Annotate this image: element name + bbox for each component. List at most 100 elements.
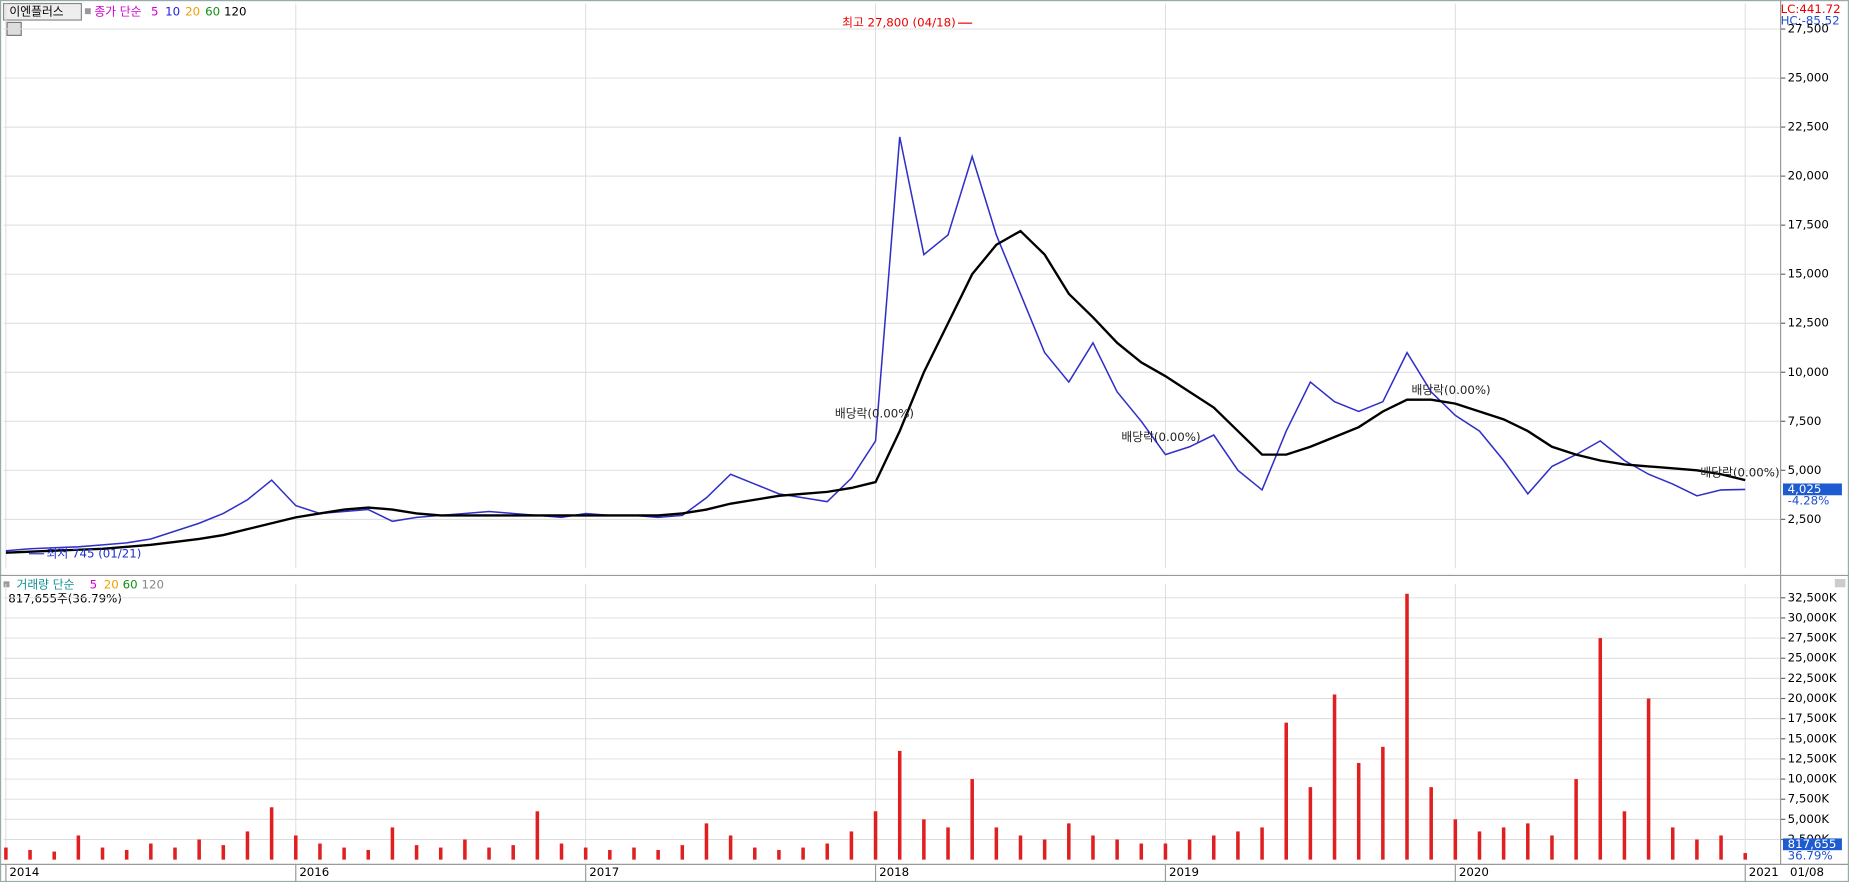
volume-bar xyxy=(1091,835,1095,860)
volume-bar xyxy=(1598,638,1603,860)
y-tick-label: 22,500K xyxy=(1788,671,1837,685)
volume-bar xyxy=(1236,831,1240,860)
volume-bar xyxy=(849,831,854,860)
ma-legend: 60 xyxy=(123,577,138,591)
volume-bar xyxy=(753,847,757,860)
volume-bar xyxy=(825,843,830,860)
volume-bar xyxy=(1646,698,1651,860)
volume-bar xyxy=(946,827,950,860)
x-tick-label: 2019 xyxy=(1169,865,1199,879)
y-tick-label: 20,000 xyxy=(1788,169,1829,183)
stock-name[interactable]: 이엔플러스 xyxy=(9,4,63,18)
y-tick-label: 5,000K xyxy=(1788,812,1830,826)
last-value-box xyxy=(1782,483,1842,496)
volume-text: 817,655주(36.79%) xyxy=(8,592,122,606)
dividend-label: 배당락(0.00%) xyxy=(1412,383,1491,397)
lc-label: LC:441.72 xyxy=(1781,2,1841,16)
y-tick-label: 15,000K xyxy=(1788,731,1837,745)
volume-bar xyxy=(245,831,250,860)
volume-bar xyxy=(1743,853,1747,860)
volume-bar xyxy=(1429,787,1433,860)
volume-bar xyxy=(342,847,346,860)
volume-bar xyxy=(124,849,129,860)
ma-label: 종가 단순 xyxy=(94,4,141,18)
y-tick-label: 22,500 xyxy=(1788,120,1829,134)
low-label: 최저 745 (01/21) xyxy=(47,546,142,560)
ma-legend: 5 xyxy=(90,577,98,591)
y-tick-label: 15,000 xyxy=(1788,267,1829,281)
y-tick-label: 12,500K xyxy=(1788,751,1837,765)
volume-bar xyxy=(1187,839,1192,860)
y-tick-label: 5,000 xyxy=(1788,463,1822,477)
volume-bar xyxy=(1453,819,1458,860)
y-tick-label: 10,000K xyxy=(1788,772,1837,786)
y-tick-label: 17,500 xyxy=(1788,218,1829,232)
volume-bar xyxy=(994,827,999,860)
volume-bar xyxy=(680,845,685,860)
volume-bar xyxy=(777,849,781,860)
volume-bar xyxy=(873,811,878,860)
volume-bar xyxy=(197,839,201,860)
volume-bar xyxy=(1381,746,1385,860)
ma-legend: 20 xyxy=(104,577,119,591)
last-value-label: 817,655 xyxy=(1788,837,1837,851)
volume-bar xyxy=(269,807,274,860)
x-tick-label: 2021 xyxy=(1749,865,1779,879)
x-tick-label: 2018 xyxy=(879,865,909,879)
volume-bar xyxy=(463,839,467,860)
panel-button[interactable] xyxy=(1834,578,1846,588)
price-line xyxy=(5,136,1746,552)
y-tick-label: 20,000K xyxy=(1788,691,1837,705)
dividend-label: 배당락(0.00%) xyxy=(1121,430,1200,444)
volume-bar xyxy=(1356,762,1361,860)
volume-bar xyxy=(1018,835,1023,860)
y-tick-label: 7,500K xyxy=(1788,792,1830,806)
volume-bar xyxy=(294,835,298,860)
volume-bar xyxy=(632,847,636,860)
volume-bar xyxy=(559,843,564,860)
y-tick-label: 25,000K xyxy=(1788,651,1837,665)
volume-bar xyxy=(1670,827,1675,860)
volume-bar xyxy=(221,845,226,860)
volume-bar xyxy=(1622,811,1627,860)
volume-bar xyxy=(1115,839,1119,860)
volume-bar xyxy=(366,849,371,860)
volume-bar xyxy=(1332,694,1337,860)
y-tick-label: 7,500 xyxy=(1788,414,1822,428)
x-tick-label: 2017 xyxy=(589,865,619,879)
ma-legend: 20 xyxy=(185,4,200,18)
y-tick-label: 12,500 xyxy=(1788,316,1829,330)
volume-title: 거래량 단순 xyxy=(17,577,75,591)
stock-name-box[interactable] xyxy=(2,2,82,21)
volume-bar xyxy=(4,847,8,860)
volume-bar xyxy=(487,847,491,860)
y-tick-label: 27,500 xyxy=(1788,22,1829,36)
ma-legend: 60 xyxy=(205,4,220,18)
volume-bar xyxy=(173,847,177,860)
x-tick-label: 2016 xyxy=(299,865,329,879)
volume-bar xyxy=(149,843,153,860)
ma-legend: 5 xyxy=(151,4,159,18)
volume-bar xyxy=(897,750,902,860)
volume-bar xyxy=(511,845,515,860)
x-tick-label: 2014 xyxy=(9,865,39,879)
volume-bar xyxy=(1139,843,1144,860)
y-tick-label: 30,000K xyxy=(1788,610,1837,624)
y-tick-label: 32,500K xyxy=(1788,590,1837,604)
ma-legend: 120 xyxy=(224,4,247,18)
volume-bar xyxy=(656,849,660,860)
volume-bar xyxy=(1695,839,1699,860)
ma-legend: 120 xyxy=(142,577,165,591)
y-tick-label: 25,000 xyxy=(1788,71,1829,85)
volume-bar xyxy=(1211,835,1216,860)
volume-bar xyxy=(438,847,443,860)
volume-bar xyxy=(583,847,588,860)
x-tick-label: 2020 xyxy=(1459,865,1489,879)
volume-bar xyxy=(728,835,733,860)
volume-bar xyxy=(1308,787,1313,860)
moving-average-line xyxy=(5,229,1746,554)
dividend-label: 배당락(0.00%) xyxy=(835,406,914,420)
volume-bar xyxy=(970,779,974,860)
volume-bar xyxy=(76,835,81,860)
